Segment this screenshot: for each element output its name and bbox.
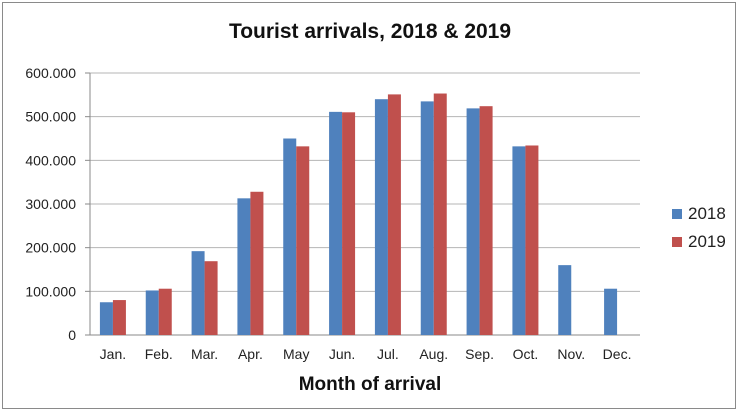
- y-tick-label: 0: [68, 327, 76, 343]
- gridlines: [85, 72, 640, 336]
- chart-frame: [2, 2, 736, 409]
- legend-swatch-2018: [672, 209, 682, 219]
- bar-2019-feb: [158, 288, 172, 335]
- y-tick-label: 100.000: [25, 283, 76, 299]
- bar-2019-sep: [479, 106, 493, 335]
- y-tick-label: 300.000: [25, 196, 76, 212]
- x-tick-label: Jul.: [377, 346, 399, 362]
- bar-2018-aug: [420, 101, 434, 335]
- x-tick-label: Nov.: [557, 346, 585, 362]
- legend-swatch-2019: [672, 237, 682, 247]
- bar-2018-jul: [374, 99, 388, 335]
- bar-2019-jan: [112, 300, 126, 335]
- bar-2018-feb: [145, 290, 159, 335]
- bars: [99, 93, 618, 336]
- x-tick-label: Mar.: [191, 346, 218, 362]
- x-tick-label: Dec.: [603, 346, 632, 362]
- bar-2018-may: [283, 138, 297, 335]
- legend: 2018 2019: [672, 203, 726, 259]
- x-tick-label: Apr.: [238, 346, 263, 362]
- legend-label-2019: 2019: [688, 232, 726, 251]
- x-tick-label: Aug.: [419, 346, 448, 362]
- y-tick-labels: 0 100.000 200.000 300.000 400.000 500.000 600.…: [25, 65, 76, 343]
- bar-2019-aug: [433, 93, 447, 335]
- y-tick-label: 400.000: [25, 152, 76, 168]
- bar-2019-jun: [342, 112, 356, 335]
- x-tick-label: Oct.: [513, 346, 539, 362]
- bar-2018-apr: [237, 198, 251, 335]
- bar-2018-oct: [512, 146, 526, 335]
- legend-label-2018: 2018: [688, 204, 726, 223]
- bar-2019-jul: [387, 94, 401, 335]
- bar-2019-oct: [525, 145, 539, 335]
- x-tick-label: Jan.: [100, 346, 126, 362]
- legend-item-2019: 2019: [672, 231, 726, 253]
- bar-2018-dec: [604, 288, 618, 335]
- x-tick-label: May: [283, 346, 309, 362]
- bar-2018-jan: [99, 302, 113, 335]
- bar-2018-mar: [191, 251, 205, 335]
- chart-title: Tourist arrivals, 2018 & 2019: [228, 20, 512, 43]
- x-axis-label: Month of arrival: [298, 374, 442, 395]
- bar-2019-may: [296, 146, 310, 335]
- bar-2018-nov: [558, 265, 572, 335]
- bar-2018-sep: [466, 108, 480, 336]
- x-tick-label: Jun.: [329, 346, 355, 362]
- y-tick-label: 200.000: [25, 240, 76, 256]
- bar-2019-apr: [250, 191, 264, 335]
- bar-2019-mar: [204, 261, 218, 335]
- bar-2018-jun: [329, 111, 343, 335]
- x-tick-label: Feb.: [145, 346, 173, 362]
- y-tick-label: 600.000: [25, 65, 76, 81]
- legend-item-2018: 2018: [672, 203, 726, 225]
- x-tick-labels: Jan. Feb. Mar. Apr. May Jun. Jul. Aug. Sep. Oct. N…: [100, 346, 632, 362]
- x-tick-label: Sep.: [465, 346, 494, 362]
- y-tick-label: 500.000: [25, 109, 76, 125]
